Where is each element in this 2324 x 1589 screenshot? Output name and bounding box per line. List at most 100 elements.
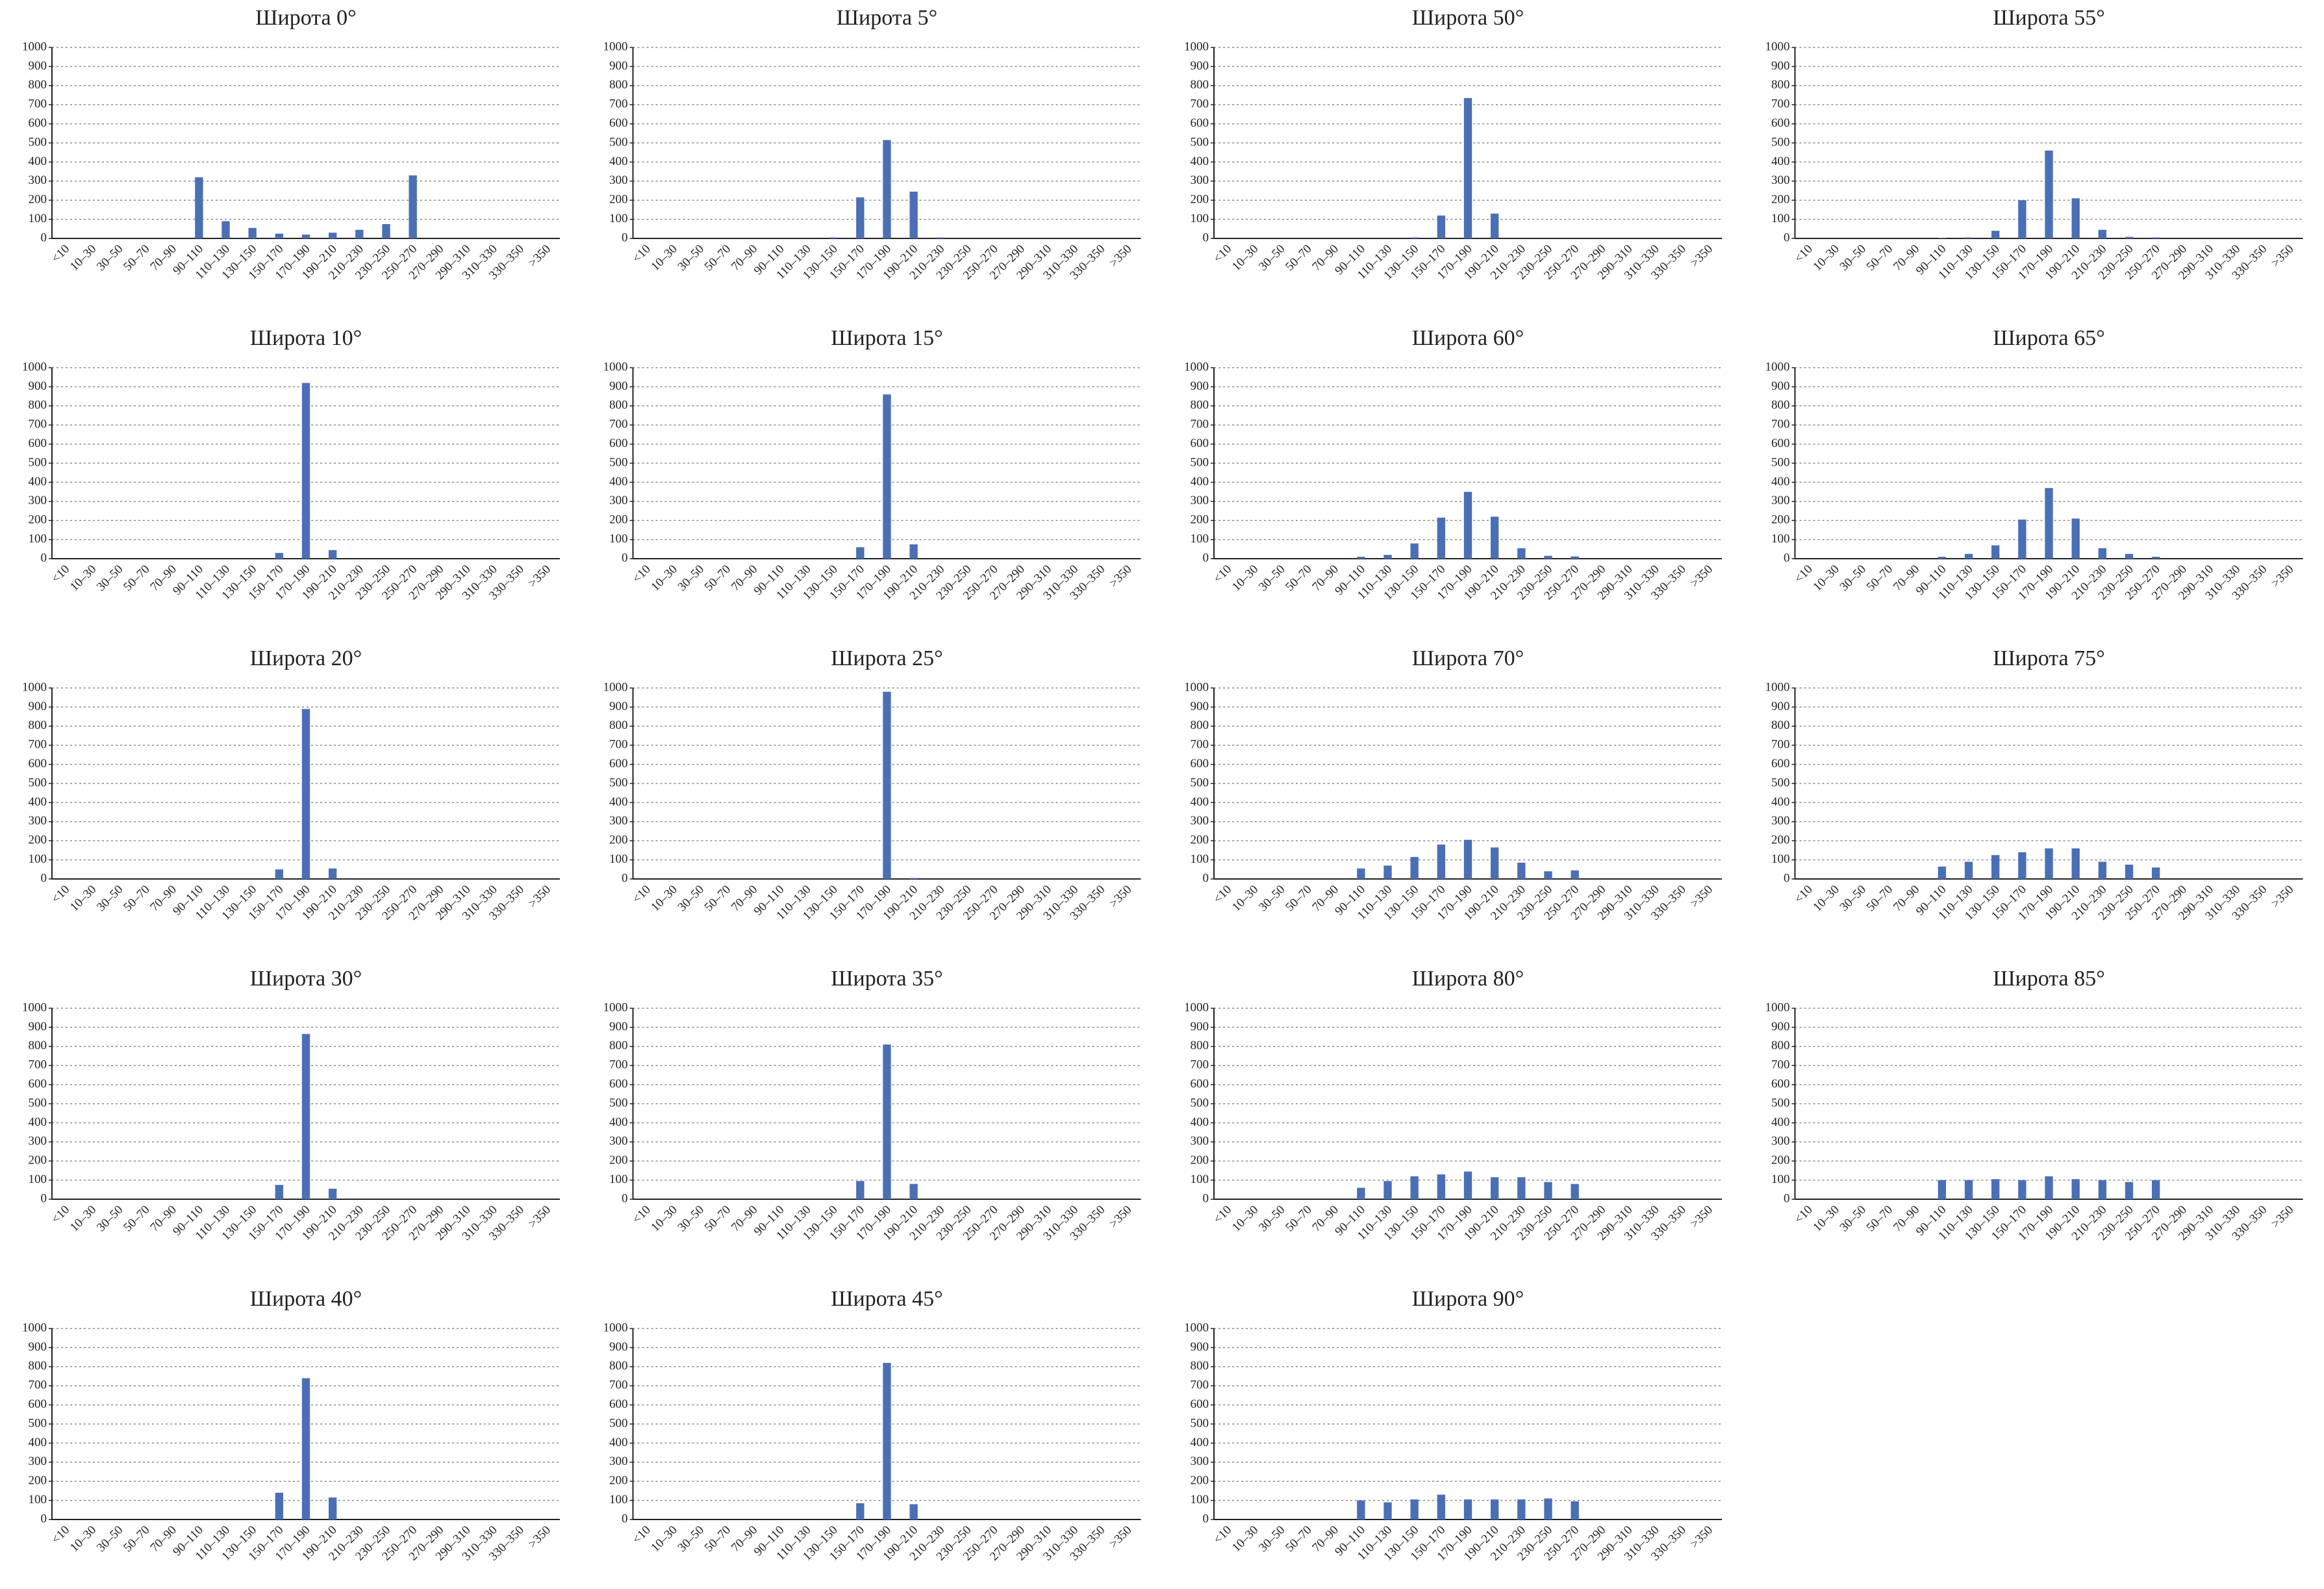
x-tick-label: >350 [1107, 1203, 1135, 1231]
y-tick-label: 0 [1203, 551, 1209, 565]
bar [1437, 1174, 1446, 1199]
bar [2098, 548, 2106, 559]
y-tick-label: 500 [29, 455, 47, 469]
bar [409, 175, 417, 238]
y-tick-label: 0 [1203, 1512, 1209, 1525]
y-tick-label: 700 [29, 1379, 47, 1392]
x-tick-label: 50–70 [1283, 883, 1314, 914]
y-tick-label: 1000 [22, 1321, 47, 1334]
bar-chart: Широта 35° 0 100 200 300 400 500 600 700 800 900 10… [603, 967, 1141, 1243]
y-tick-label: 800 [1191, 1039, 1209, 1052]
y-tick-label: 600 [1771, 437, 1790, 450]
y-tick-label: 100 [1771, 852, 1790, 866]
y-tick-label: 700 [1191, 1058, 1209, 1072]
bar [856, 1181, 865, 1199]
bar [328, 1188, 337, 1199]
y-tick-label: 700 [609, 1058, 628, 1072]
x-tick-label: 30–50 [1256, 1523, 1287, 1555]
y-tick-label: 100 [609, 532, 628, 546]
x-tick-label: >350 [525, 1523, 553, 1551]
y-tick-label: 200 [609, 1474, 628, 1488]
bar [1357, 868, 1365, 879]
y-tick-label: 700 [1771, 1058, 1790, 1072]
bar [856, 1503, 865, 1519]
bar [1463, 839, 1472, 879]
x-tick-label: 50–70 [1283, 242, 1314, 273]
bar [1490, 1499, 1499, 1519]
y-tick-label: 700 [609, 97, 628, 111]
y-tick-label: 100 [1191, 1493, 1209, 1506]
y-tick-label: 300 [1191, 1455, 1209, 1468]
bar [1490, 847, 1499, 879]
x-tick-label: 50–70 [1864, 1203, 1895, 1234]
y-tick-label: 700 [1191, 738, 1209, 752]
y-tick-label: 200 [1191, 1154, 1209, 1167]
y-tick-label: 1000 [603, 40, 628, 53]
x-tick-label: >350 [1687, 563, 1715, 591]
x-tick-label: >350 [1687, 883, 1715, 911]
y-tick-label: 500 [1191, 135, 1209, 149]
bar-chart: Широта 5° 0 100 200 300 400 500 600 700 800 900 100… [603, 6, 1141, 283]
y-tick-label: 400 [609, 795, 628, 809]
y-tick-label: 0 [1203, 871, 1209, 885]
x-tick-label: 10–30 [648, 1203, 679, 1234]
bar-chart: Широта 20° 0 100 200 300 400 500 600 700 800 900 10… [22, 646, 560, 923]
y-tick-label: 300 [609, 1455, 628, 1468]
y-tick-label: 800 [29, 1359, 47, 1373]
y-tick-label: 0 [1784, 871, 1790, 885]
bar [301, 235, 310, 238]
y-tick-label: 600 [29, 757, 47, 770]
bar-chart: Широта 60° 0 100 200 300 400 500 600 700 800 900 10… [1184, 326, 1722, 603]
x-tick-label: 10–30 [68, 883, 99, 914]
y-tick-label: 600 [609, 757, 628, 770]
y-tick-label: 300 [29, 494, 47, 507]
y-tick-label: 1000 [1184, 680, 1209, 694]
y-tick-label: 1000 [1184, 360, 1209, 374]
bar [2071, 198, 2080, 238]
bar [1571, 1501, 1579, 1519]
bar [1544, 555, 1552, 559]
y-tick-label: 600 [609, 437, 628, 450]
x-tick-label: >350 [1687, 242, 1715, 270]
bar [382, 223, 390, 238]
x-tick-label: >350 [2269, 563, 2297, 591]
y-tick-label: 0 [1784, 551, 1790, 565]
y-tick-label: 0 [41, 871, 47, 885]
y-tick-label: 400 [1771, 795, 1790, 809]
chart-title: Широта 80° [1412, 967, 1524, 991]
y-tick-label: 300 [1191, 1134, 1209, 1148]
bar [1463, 1499, 1472, 1519]
x-tick-label: >350 [1687, 1203, 1715, 1231]
y-tick-label: 800 [609, 398, 628, 412]
chart-title: Широта 45° [831, 1287, 943, 1311]
y-tick-label: 900 [1771, 59, 1790, 73]
x-tick-label: 10–30 [68, 563, 99, 594]
bar [301, 1378, 310, 1519]
y-tick-label: 200 [609, 193, 628, 207]
x-tick-label: 10–30 [1230, 1523, 1261, 1555]
bar [2018, 852, 2027, 879]
x-tick-label: >350 [525, 563, 553, 591]
y-tick-label: 900 [1191, 59, 1209, 73]
y-tick-label: 0 [41, 231, 47, 244]
y-tick-label: 600 [1771, 757, 1790, 770]
y-tick-label: 100 [1771, 532, 1790, 546]
y-tick-label: 700 [1191, 1379, 1209, 1392]
bar [2045, 848, 2053, 879]
y-tick-label: 0 [1784, 1191, 1790, 1205]
x-tick-label: 10–30 [1810, 883, 1841, 914]
bar [1964, 553, 1973, 559]
bar [1517, 863, 1526, 879]
chart-title: Широта 10° [250, 326, 362, 350]
bar-chart: Широта 65° 0 100 200 300 400 500 600 700 800 900 10… [1765, 326, 2303, 603]
bar [275, 233, 284, 238]
y-tick-label: 500 [29, 776, 47, 789]
y-tick-label: 700 [29, 418, 47, 431]
bar [1964, 861, 1973, 879]
bar [1517, 1499, 1526, 1519]
bar [1517, 548, 1526, 559]
x-tick-label: 30–50 [1838, 883, 1869, 914]
y-tick-label: 500 [1771, 776, 1790, 789]
bar [1410, 857, 1419, 879]
y-tick-label: 200 [609, 513, 628, 527]
